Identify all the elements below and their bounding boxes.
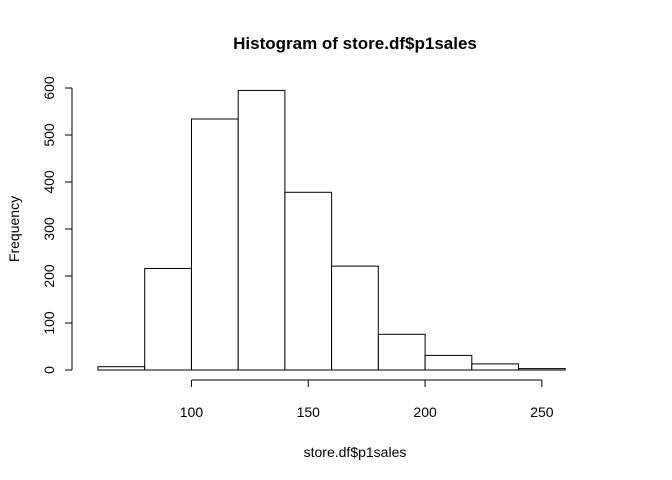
histogram-bar [191, 118, 239, 371]
y-tick-label: 300 [41, 217, 57, 241]
y-axis: 0 100 200 300 400 500 600 [41, 76, 73, 374]
histogram-bar [144, 268, 192, 371]
x-tick-label: 200 [413, 404, 437, 420]
x-tick-label: 150 [297, 404, 321, 420]
histogram-bar [331, 265, 379, 371]
y-tick-label: 400 [41, 170, 57, 194]
x-axis-label: store.df$p1sales [304, 444, 407, 460]
histogram-bar [424, 354, 473, 371]
y-axis-label: Frequency [6, 196, 22, 262]
histogram-bar [377, 333, 426, 371]
x-tick-label: 250 [530, 404, 554, 420]
histogram-bar [518, 368, 566, 371]
y-tick-label: 0 [41, 366, 57, 374]
x-tick-label: 100 [180, 404, 204, 420]
histogram-bar [471, 363, 519, 371]
y-tick-label: 600 [41, 76, 57, 100]
chart-title: Histogram of store.df$p1sales [233, 34, 477, 53]
y-tick-label: 200 [41, 264, 57, 288]
histogram-bar [97, 366, 146, 371]
histogram-bar [237, 89, 286, 371]
histogram-bars [97, 89, 566, 371]
y-tick-label: 100 [41, 311, 57, 335]
histogram-bar [284, 191, 333, 371]
y-tick-label: 500 [41, 123, 57, 147]
x-axis: 100 150 200 250 [180, 379, 554, 420]
